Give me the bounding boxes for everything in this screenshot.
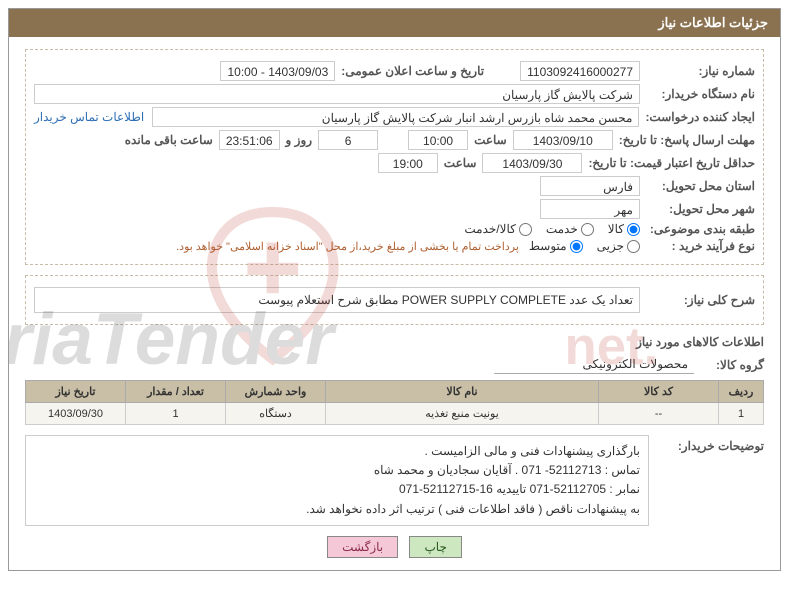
deadline-label: مهلت ارسال پاسخ: تا تاریخ: [613,133,755,147]
province-label: استان محل تحویل: [640,179,755,193]
city-label: شهر محل تحویل: [640,202,755,216]
row-deadline: مهلت ارسال پاسخ: تا تاریخ: 1403/09/10 سا… [34,130,755,150]
row-validity: حداقل تاریخ اعتبار قیمت: تا تاریخ: 1403/… [34,153,755,173]
process-opt-0[interactable]: جزیی [597,239,640,253]
col-qty: تعداد / مقدار [126,381,226,403]
deadline-remain-suffix: ساعت باقی مانده [125,133,213,147]
cell-row-num: 1 [719,403,764,425]
general-desc-fieldset: شرح کلی نیاز: تعداد یک عدد POWER SUPPLY … [25,275,764,325]
row-need-number: شماره نیاز: 1103092416000277 تاریخ و ساع… [34,61,755,81]
validity-time-label: ساعت [444,156,477,170]
goods-table: ردیف کد کالا نام کالا واحد شمارش تعداد /… [25,380,764,425]
category-opt-1[interactable]: خدمت [546,222,594,236]
process-label: نوع فرآیند خرید : [640,239,755,253]
col-unit: واحد شمارش [226,381,326,403]
deadline-days-suffix: روز و [286,133,313,147]
row-general-desc: شرح کلی نیاز: تعداد یک عدد POWER SUPPLY … [34,287,755,313]
process-radio-1[interactable] [570,240,583,253]
col-name: نام کالا [326,381,599,403]
buyer-org-label: نام دستگاه خریدار: [640,87,755,101]
category-radio-1[interactable] [581,223,594,236]
button-row: چاپ بازگشت [25,536,764,558]
validity-label: حداقل تاریخ اعتبار قیمت: تا تاریخ: [582,156,755,170]
category-opt-2[interactable]: کالا/خدمت [464,222,531,236]
buyer-note-line-0: بارگذاری پیشنهادات فنی و مالی الزامیست . [34,442,640,461]
announce-value: 1403/09/03 - 10:00 [220,61,335,81]
announce-label: تاریخ و ساعت اعلان عمومی: [341,64,484,78]
category-radio-2[interactable] [519,223,532,236]
general-desc-label: شرح کلی نیاز: [640,293,755,307]
cell-date: 1403/09/30 [26,403,126,425]
row-goods-group: گروه کالا: محصولات الکترونیکی [25,355,764,374]
general-desc-value: تعداد یک عدد POWER SUPPLY COMPLETE مطابق… [34,287,640,313]
goods-group-value: محصولات الکترونیکی [494,355,694,374]
process-radio-0[interactable] [627,240,640,253]
buyer-org-value: شرکت پالایش گاز پارسیان [34,84,640,104]
row-buyer-org: نام دستگاه خریدار: شرکت پالایش گاز پارسی… [34,84,755,104]
cell-code: -- [599,403,719,425]
requester-value: محسن محمد شاه بازرس ارشد انبار شرکت پالا… [152,107,639,127]
row-buyer-notes: توضیحات خریدار: بارگذاری پیشنهادات فنی و… [25,435,764,526]
row-category: طبقه بندی موضوعی: کالا خدمت کالا/خدمت [34,222,755,236]
buyer-note-line-2: نمابر : 52112705-071 تاییدیه 16-52112715… [34,480,640,499]
need-number-value: 1103092416000277 [520,61,640,81]
deadline-days: 6 [318,130,378,150]
cell-name: یونیت منبع تغذیه [326,403,599,425]
need-number-label: شماره نیاز: [640,64,755,78]
category-opt-0[interactable]: کالا [608,222,640,236]
buyer-note-line-1: تماس : 52112713- 071 . آقایان سجادیان و … [34,461,640,480]
category-radio-0[interactable] [627,223,640,236]
row-city: شهر محل تحویل: مهر [34,199,755,219]
city-value: مهر [540,199,640,219]
category-label: طبقه بندی موضوعی: [640,222,755,236]
row-process: نوع فرآیند خرید : جزیی متوسط پرداخت تمام… [34,239,755,253]
province-value: فارس [540,176,640,196]
panel-title: جزئیات اطلاعات نیاز [658,15,768,30]
goods-table-head: ردیف کد کالا نام کالا واحد شمارش تعداد /… [26,381,764,403]
panel-content: AriaTender .net شماره نیاز: 110309241600… [9,37,780,570]
goods-group-label: گروه کالا: [694,358,764,372]
goods-section-title: اطلاعات کالاهای مورد نیاز [25,335,764,349]
process-note: پرداخت تمام یا بخشی از مبلغ خرید،از محل … [34,240,519,253]
buyer-notes-label: توضیحات خریدار: [649,435,764,453]
details-fieldset: شماره نیاز: 1103092416000277 تاریخ و ساع… [25,49,764,265]
contact-link[interactable]: اطلاعات تماس خریدار [34,110,144,124]
goods-table-body: 1 -- یونیت منبع تغذیه دستگاه 1 1403/09/3… [26,403,764,425]
category-radios: کالا خدمت کالا/خدمت [464,222,640,236]
panel-header: جزئیات اطلاعات نیاز [9,9,780,37]
cell-unit: دستگاه [226,403,326,425]
buyer-notes-box: بارگذاری پیشنهادات فنی و مالی الزامیست .… [25,435,649,526]
process-radios: جزیی متوسط [529,239,640,253]
cell-qty: 1 [126,403,226,425]
row-province: استان محل تحویل: فارس [34,176,755,196]
deadline-time: 10:00 [408,130,468,150]
deadline-time-label: ساعت [474,133,507,147]
main-panel: جزئیات اطلاعات نیاز AriaTender .net شمار… [8,8,781,571]
print-button[interactable]: چاپ [409,536,461,558]
validity-time: 19:00 [378,153,438,173]
col-date: تاریخ نیاز [26,381,126,403]
deadline-date: 1403/09/10 [513,130,613,150]
buyer-note-line-3: به پیشنهادات ناقص ( فاقد اطلاعات فنی ) ت… [34,500,640,519]
process-opt-1[interactable]: متوسط [529,239,583,253]
back-button[interactable]: بازگشت [327,536,398,558]
col-code: کد کالا [599,381,719,403]
table-row: 1 -- یونیت منبع تغذیه دستگاه 1 1403/09/3… [26,403,764,425]
row-requester: ایجاد کننده درخواست: محسن محمد شاه بازرس… [34,107,755,127]
requester-label: ایجاد کننده درخواست: [639,110,755,124]
validity-date: 1403/09/30 [482,153,582,173]
col-row-num: ردیف [719,381,764,403]
deadline-countdown: 23:51:06 [219,130,280,150]
